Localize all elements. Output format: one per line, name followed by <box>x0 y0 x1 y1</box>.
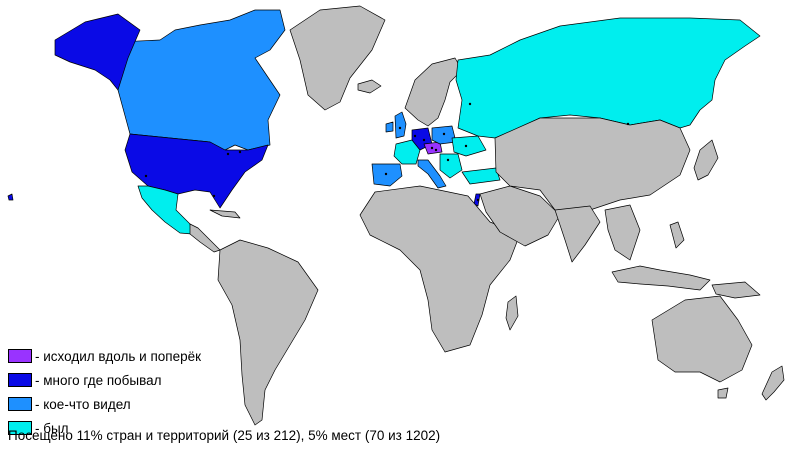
south-america <box>217 239 319 426</box>
legend-label: - кое-что видел <box>35 396 131 412</box>
visited-place-markers <box>144 102 630 202</box>
legend-label: - исходил вдоль и поперёк <box>35 348 202 364</box>
iceland <box>357 79 382 94</box>
place-marker <box>398 126 402 130</box>
legend-swatch <box>8 397 32 411</box>
india <box>554 205 601 263</box>
country-turkey <box>461 167 501 185</box>
hawaii <box>7 193 14 201</box>
country-mexico <box>137 185 193 235</box>
country-italy <box>417 159 447 189</box>
new-guinea <box>711 281 761 299</box>
place-marker <box>476 198 480 202</box>
place-marker <box>446 158 450 162</box>
indonesia <box>611 265 711 291</box>
country-ireland <box>385 121 394 133</box>
country-ukraine <box>451 135 487 157</box>
tasmania <box>717 387 729 399</box>
legend-label: - много где побывал <box>35 372 162 388</box>
place-marker <box>464 144 468 148</box>
place-marker <box>422 138 426 142</box>
central-america <box>189 223 221 253</box>
place-marker <box>468 102 472 106</box>
country-uk <box>394 111 407 139</box>
japan <box>693 139 719 181</box>
country-usa-alaska <box>54 13 141 91</box>
central-asia <box>494 117 691 231</box>
legend-item-been: - был <box>8 416 201 440</box>
new-zealand <box>761 365 785 401</box>
place-marker <box>212 194 216 198</box>
place-marker <box>430 146 434 150</box>
place-marker <box>144 174 148 178</box>
cuba <box>209 209 241 219</box>
balkans <box>439 153 463 179</box>
map-legend: - исходил вдоль и поперёк - много где по… <box>8 344 201 440</box>
country-canada <box>117 9 286 151</box>
scandinavia <box>404 57 463 127</box>
country-russia <box>455 17 761 139</box>
africa <box>359 185 521 353</box>
country-spain <box>371 163 403 187</box>
legend-item-many: - много где побывал <box>8 368 201 392</box>
australia <box>651 295 753 383</box>
legend-label: - был <box>35 420 69 436</box>
legend-swatch <box>8 349 32 363</box>
country-usa <box>124 133 269 209</box>
greenland <box>289 5 386 111</box>
place-marker <box>384 172 388 176</box>
place-marker <box>413 134 417 138</box>
place-marker <box>226 152 230 156</box>
middle-east <box>479 185 561 247</box>
place-marker <box>238 150 242 154</box>
legend-swatch <box>8 373 32 387</box>
place-marker <box>626 122 630 126</box>
legend-swatch <box>8 421 32 435</box>
place-marker <box>442 132 446 136</box>
place-marker <box>434 148 438 152</box>
southeast-asia <box>604 204 641 261</box>
legend-item-walked: - исходил вдоль и поперёк <box>8 344 201 368</box>
visit-summary: Посещено 11% стран и территорий (25 из 2… <box>8 428 441 443</box>
legend-item-some: - кое-что видел <box>8 392 201 416</box>
madagascar <box>505 295 519 331</box>
philippines <box>669 221 685 249</box>
